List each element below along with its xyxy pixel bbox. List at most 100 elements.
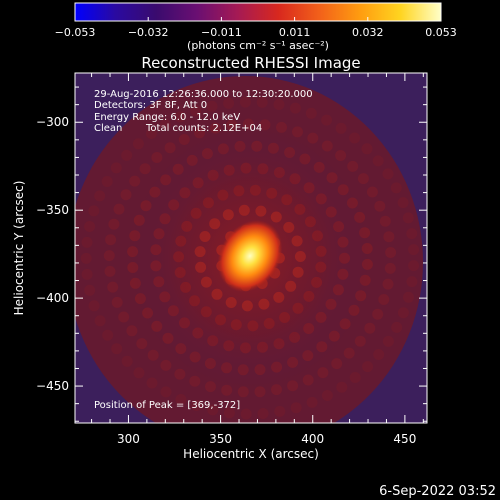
ripple-blob [132, 138, 144, 150]
ripple-blob [146, 377, 158, 389]
ripple-blob [408, 260, 420, 272]
y-tick-label: −400 [36, 291, 69, 305]
ripple-blob [175, 394, 187, 405]
ripple-blob [221, 384, 233, 396]
ripple-blob [159, 119, 171, 130]
y-axis-ticks: −300 −350 −400 −450 [36, 86, 427, 422]
colorbar-tick-label: −0.032 [128, 26, 169, 39]
ripple-blob [362, 361, 374, 373]
ripple-blob [390, 182, 402, 194]
ripple-blob [118, 311, 130, 323]
ripple-blob [240, 408, 252, 420]
ripple-blob [274, 405, 286, 417]
ripple-blob [397, 197, 409, 209]
ripple-blob [372, 308, 384, 320]
annotation-time: 29-Aug-2016 12:26:36.000 to 12:30:20.000 [94, 89, 313, 100]
ripple-blob [160, 386, 172, 398]
ripple-blob [306, 396, 318, 408]
ripple-blob [391, 321, 403, 333]
ripple-blob [81, 268, 93, 280]
ripple-blob [349, 132, 361, 144]
ripple-blob [174, 111, 186, 123]
plot-frame [74, 72, 428, 424]
x-axis-ticks: 300 350 400 450 [91, 73, 424, 446]
ripple-blob [379, 215, 391, 227]
ripple-blob [254, 386, 266, 398]
colorbar-tick-label: 0.032 [352, 26, 384, 39]
ripple-blob [321, 140, 333, 152]
footer-date: 6-Sep-2022 03:52 [379, 484, 496, 499]
x-tick-label: 400 [301, 432, 324, 446]
ripple-blob [102, 329, 114, 341]
ripple-blob [406, 228, 418, 240]
ripple-blob [105, 234, 117, 246]
ripple-blob [108, 218, 120, 230]
ripple-blob [226, 119, 238, 131]
ripple-blob [107, 281, 119, 293]
ripple-blob [205, 381, 216, 393]
ripple-blob [191, 400, 203, 411]
ripple-blob [164, 142, 176, 154]
ripple-blob [343, 347, 355, 359]
ripple-blob [361, 143, 373, 155]
ripple-blob [237, 386, 249, 398]
annotation-detectors: Detectors: 3F 8F, Att 0 [94, 100, 207, 111]
ripple-blob [403, 291, 414, 303]
colorbar-tick-label: −0.011 [201, 26, 242, 39]
y-tick-label: −300 [36, 115, 69, 129]
ripple-blob [111, 343, 123, 355]
ripple-blob [194, 127, 205, 139]
ripple-blob [364, 322, 376, 334]
ripple-blob [331, 358, 343, 370]
ripple-blob [242, 118, 254, 130]
ripple-blob [147, 349, 159, 361]
ripple-blob [321, 114, 333, 126]
y-axis-label: Heliocentric Y (arcsec) [12, 181, 26, 316]
ripple-blob [136, 338, 148, 350]
x-tick-label: 300 [117, 432, 140, 446]
ripple-blob [408, 244, 420, 256]
ripple-blob [382, 168, 394, 180]
ripple-blob [383, 231, 395, 243]
ripple-blob [289, 102, 301, 114]
ripple-blob [354, 335, 366, 347]
annotation-counts: Total counts: 2.12E+04 [145, 123, 262, 134]
ripple-blob [103, 250, 115, 262]
ripple-blob [84, 221, 96, 232]
ripple-blob [80, 252, 92, 264]
ripple-blob [397, 307, 409, 319]
ripple-blob [189, 375, 201, 387]
y-tick-label: −450 [36, 379, 69, 393]
ripple-blob [373, 349, 385, 360]
ripple-blob [207, 404, 219, 416]
ripple-blob [357, 173, 369, 185]
annotations: 29-Aug-2016 12:26:36.000 to 12:30:20.000… [94, 89, 313, 411]
ripple-blob [206, 100, 218, 112]
colorbar: −0.053 −0.032 −0.011 0.011 0.032 0.053 (photo… [55, 2, 457, 52]
ripple-blob [190, 105, 202, 117]
ripple-blob [287, 380, 299, 392]
ripple-blob [321, 390, 333, 401]
ripple-blob [259, 119, 271, 131]
ripple-blob [382, 335, 394, 347]
ripple-blob [84, 284, 96, 296]
colorbar-fill [74, 2, 442, 22]
colorbar-tick-label: 0.053 [425, 26, 457, 39]
x-axis-label: Heliocentric X (arcsec) [183, 447, 319, 461]
ripple-blob [139, 163, 151, 175]
image-area [75, 73, 427, 423]
ripple-blob [81, 236, 93, 248]
ripple-blob [385, 247, 397, 258]
ripple-blob [292, 126, 303, 138]
ripple-blob [302, 374, 314, 386]
colorbar-ticks: −0.053 −0.032 −0.011 0.011 0.032 0.053 [55, 17, 457, 39]
annotation-clean: Clean [94, 123, 122, 134]
ripple-blob [349, 372, 361, 383]
annotation-peak: Position of Peak = [369,-372] [94, 400, 240, 411]
ripple-blob [94, 190, 106, 202]
ripple-blob [133, 367, 145, 379]
ripple-blob [223, 97, 235, 109]
colorbar-tick-label: 0.011 [279, 26, 311, 39]
ripple-blob [160, 359, 172, 371]
